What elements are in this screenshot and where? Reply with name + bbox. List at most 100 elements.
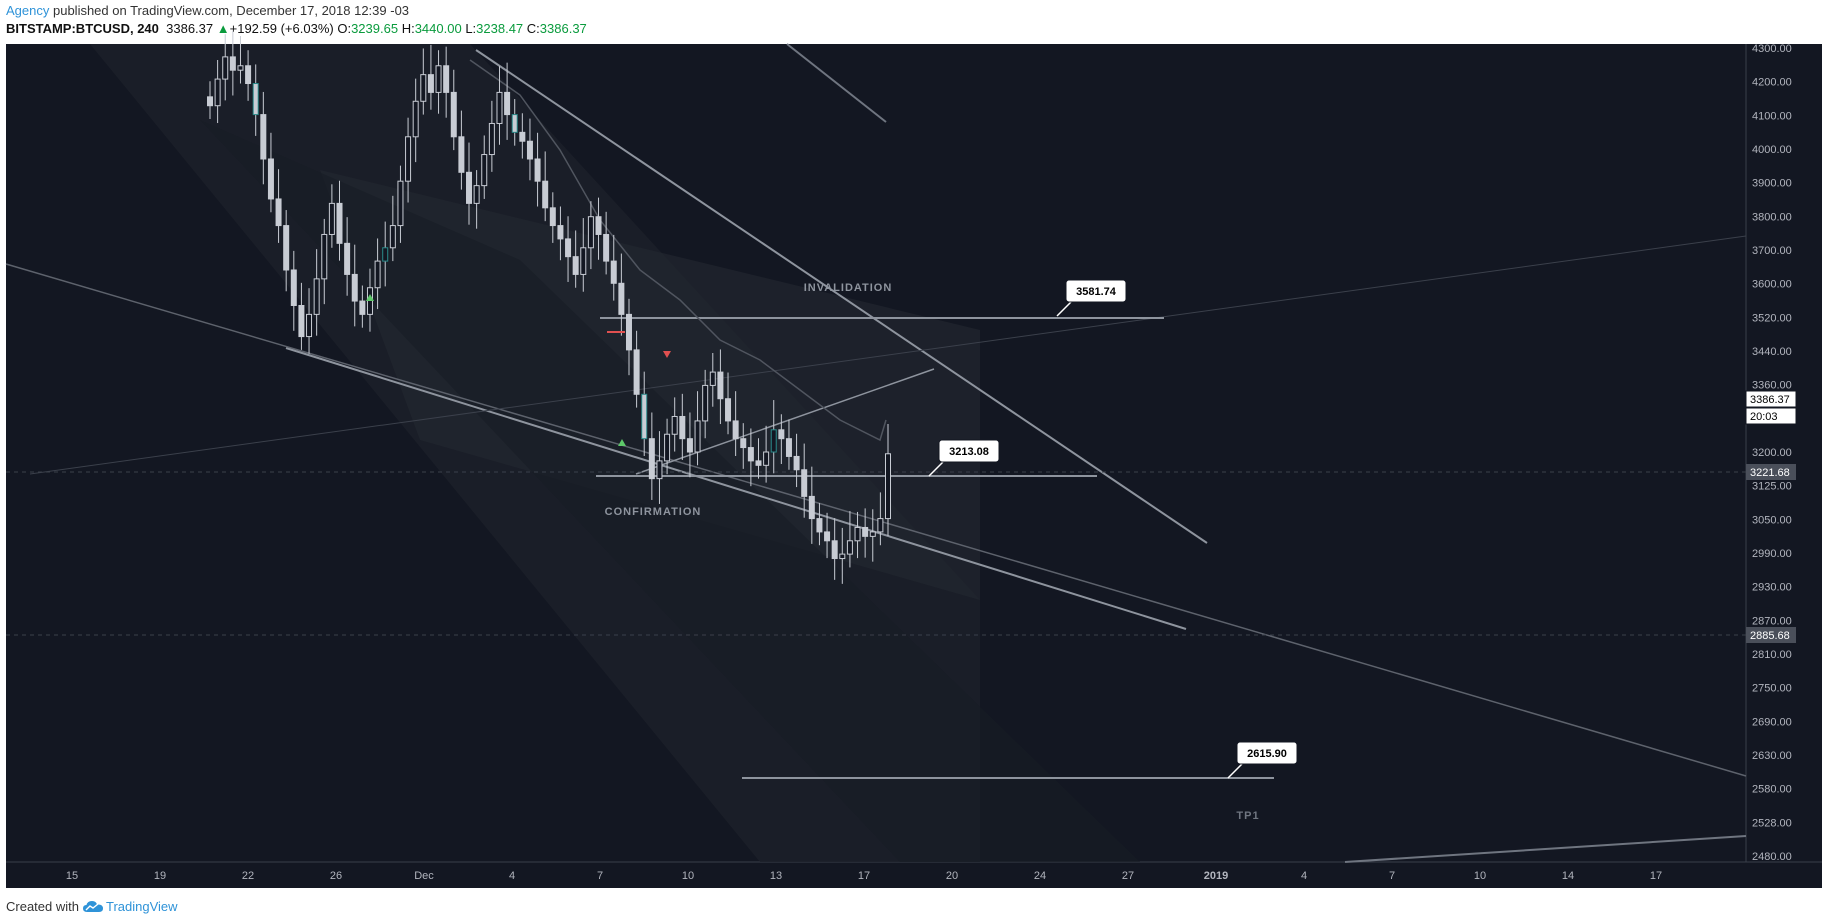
price-axis[interactable]	[1746, 44, 1822, 862]
legend-symbol[interactable]: BITSTAMP:BTCUSD, 240	[6, 21, 159, 36]
x-tick-label: 20	[946, 870, 958, 882]
candle-body	[275, 198, 282, 227]
candle-body	[252, 83, 259, 116]
published-text: published on TradingView.com, December 1…	[49, 3, 410, 18]
level-callout-3213[interactable]: 3213.08	[928, 439, 1000, 477]
annotation-invalidation[interactable]: INVALIDATION	[804, 282, 893, 294]
time-axis[interactable]	[6, 862, 1822, 888]
legend-low-value: 3238.47	[476, 21, 524, 36]
candle-body	[671, 415, 678, 435]
candle-body	[831, 540, 838, 560]
trendlines[interactable]	[5, 43, 1747, 863]
candle-body	[565, 238, 572, 258]
price-tag-label: 3386.37	[1750, 394, 1790, 406]
trendline-long-faint[interactable]	[29, 235, 1747, 475]
candle-body	[511, 114, 518, 133]
candle-body	[824, 531, 831, 542]
candle-body	[862, 526, 869, 537]
candle-body	[603, 233, 610, 262]
tradingview-brand-link[interactable]: TradingView	[82, 899, 178, 915]
candle-body	[298, 304, 305, 338]
candle-body	[374, 260, 381, 289]
author-link[interactable]: Agency	[6, 3, 50, 18]
trendline-upper-channel[interactable]	[475, 49, 1208, 544]
x-tick-label: 19	[154, 870, 166, 882]
legend-open-label: O:	[337, 21, 352, 36]
candle-body	[351, 273, 358, 302]
y-tick-label: 3200.00	[1752, 447, 1792, 459]
candle-body	[496, 91, 503, 124]
candle-body	[846, 540, 853, 555]
y-tick-label: 2990.00	[1752, 548, 1792, 560]
y-tick-label: 4000.00	[1752, 144, 1792, 156]
candle-body	[267, 158, 274, 200]
y-tick-label: 2690.00	[1752, 716, 1792, 728]
candle-body	[397, 180, 404, 227]
x-tick-label: 15	[66, 870, 78, 882]
candle-body	[542, 180, 549, 209]
candle-body	[854, 526, 861, 542]
moving-average-line	[469, 59, 887, 442]
callout-box	[938, 439, 1000, 463]
candle-body	[466, 171, 473, 204]
candle-body	[481, 154, 488, 187]
candle-body	[435, 65, 442, 93]
candle-body	[405, 136, 412, 182]
candle-body	[526, 140, 533, 160]
pattern-shade-c	[200, 120, 1140, 862]
candle-body	[869, 531, 876, 537]
level-callout-3581[interactable]: 3581.74	[1056, 279, 1127, 317]
tradingview-cloud-icon	[82, 901, 103, 912]
candle-body	[580, 247, 587, 275]
y-tick-label: 4300.00	[1752, 43, 1792, 55]
trendline-bottom-right[interactable]	[1344, 835, 1747, 863]
candle-body	[458, 136, 465, 173]
annotation-tp1[interactable]: TP1	[1236, 810, 1259, 822]
candle-body	[755, 460, 762, 466]
y-tick-label: 3700.00	[1752, 245, 1792, 257]
x-tick-label: 10	[682, 870, 694, 882]
legend-high-value: 3440.00	[414, 21, 462, 36]
x-tick-label: 24	[1034, 870, 1046, 882]
candle-body	[816, 518, 823, 533]
candle-body	[359, 300, 366, 315]
x-tick-label: 17	[1650, 870, 1662, 882]
footer: Created with TradingView	[6, 899, 178, 915]
candle-body	[427, 74, 434, 93]
level-callout-2615[interactable]: 2615.90	[1227, 741, 1298, 779]
candle-body	[717, 371, 724, 400]
y-tick-label: 3520.00	[1752, 312, 1792, 324]
trendline-long-support[interactable]	[5, 263, 1747, 777]
y-tick-label: 2870.00	[1752, 615, 1792, 627]
price-tag-box	[1746, 627, 1796, 643]
trendline-top-short[interactable]	[786, 43, 887, 123]
candle-body	[618, 282, 625, 315]
candle-body	[443, 65, 450, 93]
y-tick-label: 2630.00	[1752, 750, 1792, 762]
x-tick-label: Dec	[414, 870, 434, 882]
candle-body	[839, 553, 846, 560]
legend-close-value: 3386.37	[539, 21, 587, 36]
candle-body	[801, 469, 808, 497]
x-tick-label: 2019	[1204, 870, 1228, 882]
price-tag-box	[1746, 464, 1796, 480]
trendline-lower-channel[interactable]	[285, 347, 1187, 630]
candle-body	[389, 225, 396, 249]
x-tick-label: 14	[1562, 870, 1574, 882]
tradingview-brand-text: TradingView	[105, 899, 178, 914]
candle-body	[306, 313, 313, 338]
candle-body	[321, 233, 328, 280]
annotation-confirmation[interactable]: CONFIRMATION	[605, 506, 702, 518]
candle-body	[686, 438, 693, 453]
y-tick-label: 2480.00	[1752, 851, 1792, 863]
trendline-rising-wedge[interactable]	[635, 368, 935, 475]
candle-body	[702, 384, 709, 422]
candle-body	[648, 438, 655, 480]
candle-body	[450, 91, 457, 138]
signal-markers	[366, 294, 671, 446]
candle-body	[488, 122, 495, 156]
x-tick-label: 22	[242, 870, 254, 882]
y-tick-label: 4200.00	[1752, 77, 1792, 89]
candle-body	[679, 415, 686, 440]
